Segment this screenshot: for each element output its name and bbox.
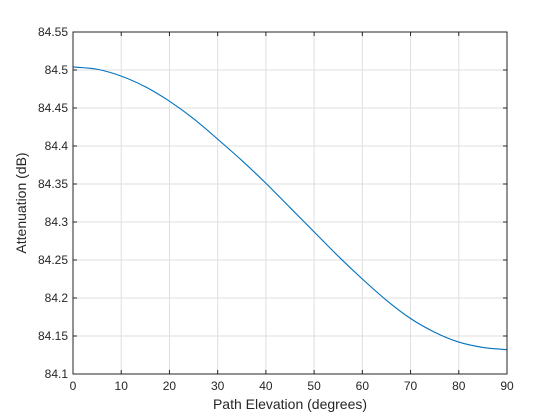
y-axis-label: Attenuation (dB) [13,152,29,253]
x-tick-label: 10 [115,379,129,393]
x-tick-label: 50 [307,379,321,393]
x-tick-label: 40 [259,379,273,393]
plot-area [72,31,508,375]
y-tick-label: 84.35 [38,177,68,191]
y-axis-ticks: 84.1 84.15 84.2 84.25 84.3 84.35 84.4 84.45 84.5… [38,25,507,381]
series-layer [72,66,508,351]
x-tick-label: 20 [163,379,177,393]
y-tick-label: 84.45 [38,101,68,115]
y-tick-label: 84.15 [38,329,68,343]
y-tick-label: 84.2 [45,291,69,305]
attenuation-series-line [72,66,508,351]
y-tick-label: 84.1 [45,367,69,381]
y-tick-label: 84.3 [45,215,69,229]
x-gridlines [120,32,460,374]
y-tick-label: 84.5 [45,63,69,77]
y-tick-label: 84.55 [38,25,68,39]
y-gridlines [73,69,507,337]
x-axis-ticks: 0 10 20 30 40 50 60 70 80 90 [70,32,514,393]
x-tick-label: 30 [211,379,225,393]
x-tick-label: 70 [404,379,418,393]
y-tick-label: 84.25 [38,253,68,267]
y-tick-label: 84.4 [45,139,69,153]
plot-border [72,31,508,375]
x-tick-label: 0 [70,379,77,393]
x-tick-label: 90 [500,379,514,393]
x-tick-label: 60 [356,379,370,393]
x-tick-label: 80 [452,379,466,393]
x-axis-label: Path Elevation (degrees) [213,396,367,412]
